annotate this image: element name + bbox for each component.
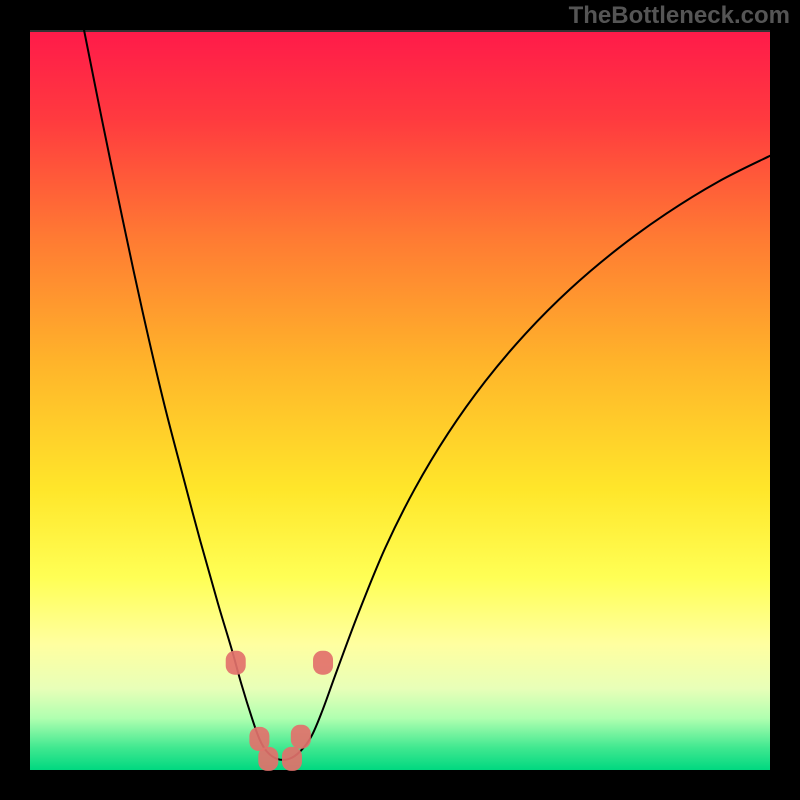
watermark-text: TheBottleneck.com — [569, 2, 790, 30]
chart-svg — [0, 0, 800, 800]
curve-marker — [282, 747, 302, 771]
curve-marker — [258, 747, 278, 771]
curve-marker — [291, 725, 311, 749]
plot-gradient-background — [30, 30, 770, 770]
plot-top-border — [30, 30, 770, 32]
curve-marker — [313, 651, 333, 675]
chart-stage: TheBottleneck.com — [0, 0, 800, 800]
curve-marker — [226, 651, 246, 675]
